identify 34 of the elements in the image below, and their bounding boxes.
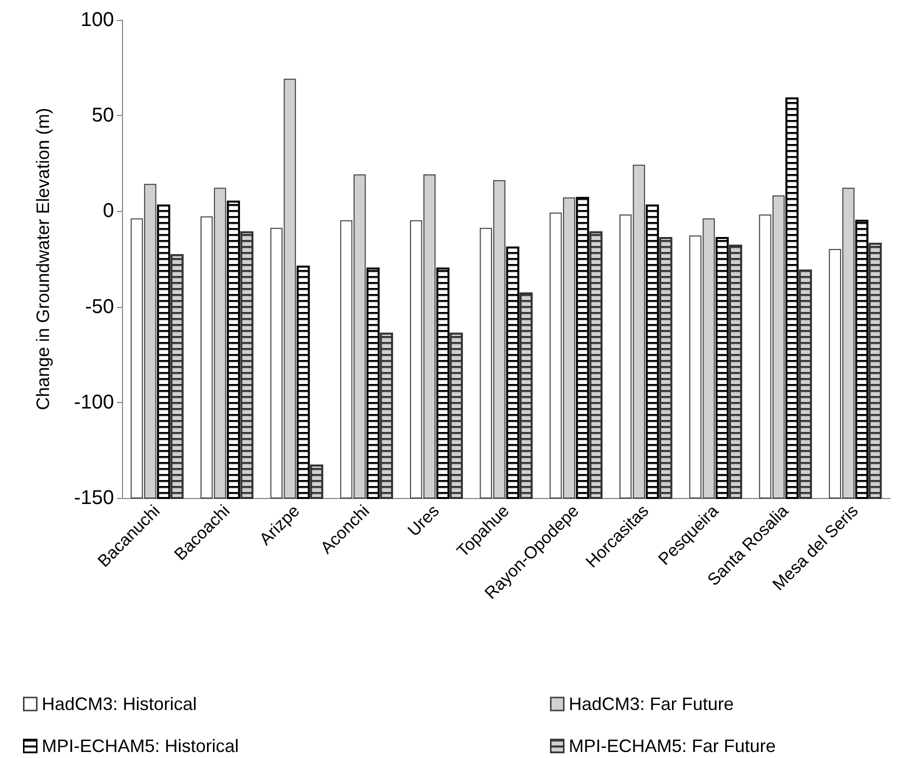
bar bbox=[170, 254, 184, 499]
y-axis-title: Change in Groundwater Elevation (m) bbox=[33, 108, 53, 410]
bar bbox=[798, 269, 812, 499]
y-tick-label: -50 bbox=[85, 296, 114, 318]
bar bbox=[520, 292, 533, 499]
x-tick-label: Ures bbox=[404, 501, 443, 540]
bar bbox=[157, 204, 170, 499]
bar bbox=[506, 246, 520, 499]
bar bbox=[310, 464, 324, 499]
bar bbox=[659, 236, 672, 499]
bar bbox=[855, 220, 868, 499]
y-tick-label: 50 bbox=[92, 104, 114, 127]
y-tick-label: 0 bbox=[102, 200, 114, 222]
bar bbox=[240, 231, 254, 499]
bar bbox=[450, 332, 463, 499]
y-tick-label: -150 bbox=[74, 487, 114, 509]
bar bbox=[576, 196, 590, 499]
legend-label: MPI-ECHAM5: Far Future bbox=[568, 736, 776, 756]
bar bbox=[366, 268, 380, 499]
legend-label: HadCM3: Historical bbox=[42, 694, 197, 714]
legend-label: MPI-ECHAM5: Historical bbox=[42, 736, 239, 756]
legend-label: HadCM3: Far Future bbox=[568, 694, 734, 714]
bar bbox=[716, 236, 729, 499]
bar bbox=[436, 268, 450, 499]
bar bbox=[226, 200, 240, 499]
bar bbox=[296, 266, 310, 499]
bar bbox=[868, 242, 882, 499]
bar bbox=[589, 231, 603, 499]
y-tick-label: 100 bbox=[80, 9, 114, 31]
bar bbox=[646, 204, 659, 499]
y-tick-label: -100 bbox=[74, 391, 114, 414]
bar bbox=[728, 244, 742, 499]
bar bbox=[785, 97, 799, 499]
bar bbox=[380, 332, 394, 499]
